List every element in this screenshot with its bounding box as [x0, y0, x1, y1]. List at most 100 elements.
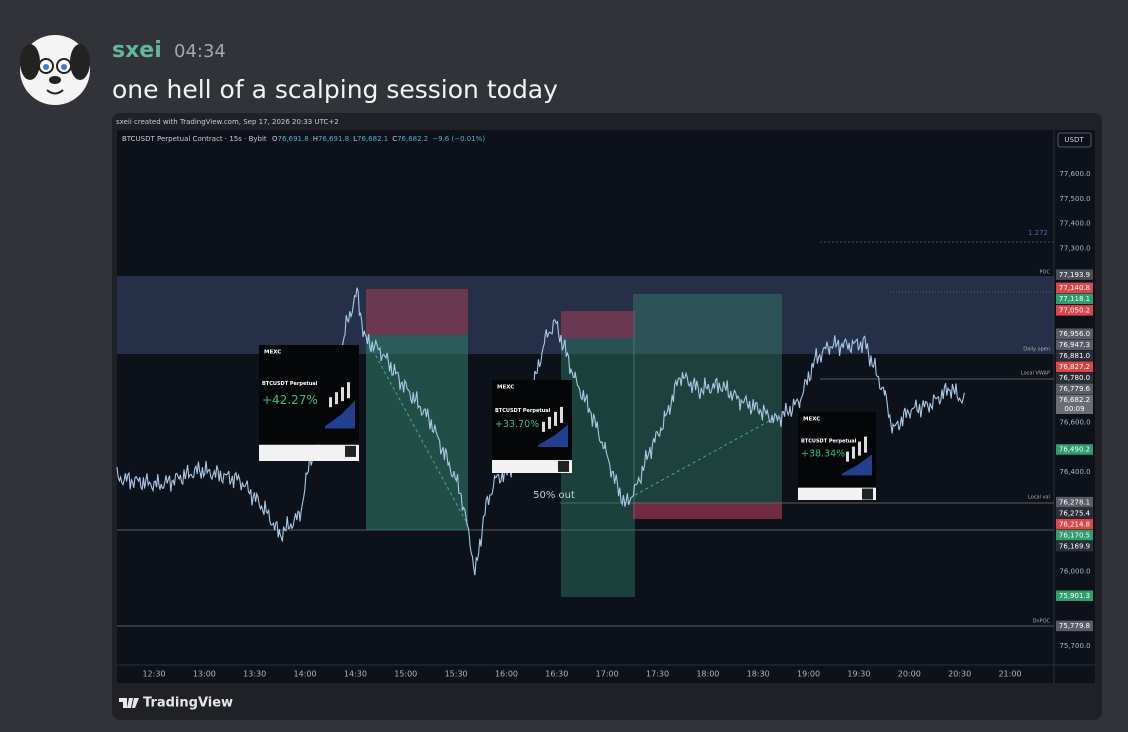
level-label: DnPOC: [1033, 619, 1051, 625]
currency-box[interactable]: [1057, 132, 1092, 148]
timestamp: 04:34: [174, 41, 226, 62]
price-tag: [1056, 590, 1093, 601]
price-tag: [1056, 361, 1093, 372]
card-trend: [538, 424, 568, 447]
y-tick-label: 76,400.0: [1059, 468, 1090, 476]
level-label: Daily open: [1023, 347, 1050, 353]
price-tag: [1056, 269, 1093, 280]
price-tag-label: 76,947.3: [1059, 341, 1090, 349]
pnl-card: MEXC BTCUSDT Perpetual +33.70%: [492, 380, 572, 473]
card-candle: [335, 392, 338, 405]
card-candle: [542, 421, 545, 432]
x-tick-label: 17:00: [596, 670, 619, 679]
price-tag-label: 77,118.1: [1059, 295, 1090, 303]
price-tag-label: 76,956.0: [1059, 330, 1090, 338]
trade-note: 50% out: [533, 490, 575, 501]
card-candle: [846, 451, 849, 462]
card-candle: [347, 382, 350, 399]
card-pnl: +38.34%: [801, 449, 845, 460]
qr: [862, 488, 873, 500]
price-tag-label: 76,779.6: [1059, 385, 1091, 393]
attribution: sxeii created with TradingView.com, Sep …: [116, 118, 339, 126]
card-pnl: +42.27%: [262, 393, 318, 407]
x-tick-label: 21:00: [998, 670, 1021, 679]
ohlc-value: 76,691.8: [318, 135, 349, 143]
price-tag-label: 76,490.2: [1059, 446, 1090, 454]
price-tag-label: 77,050.2: [1059, 307, 1090, 315]
price-tag: [1056, 518, 1093, 530]
countdown: 00:09: [1064, 405, 1084, 413]
price-tag: [1056, 328, 1093, 339]
x-tick-label: 20:30: [948, 670, 971, 679]
level-label: Local val: [1028, 495, 1050, 501]
level-label: POC: [1040, 270, 1051, 276]
currency[interactable]: USDT: [1064, 136, 1084, 144]
card-footer: [259, 444, 359, 461]
x-tick-label: 15:30: [445, 670, 468, 679]
card-exchange: MEXC: [497, 385, 514, 391]
price-tag: [1056, 540, 1093, 552]
price-tag-label: 77,193.9: [1059, 271, 1090, 279]
price-tag-label: 76,169.9: [1059, 542, 1090, 550]
ohlc-key: L: [353, 135, 357, 143]
x-tick-label: 13:30: [243, 670, 266, 679]
ohlc-value: 76,682.1: [357, 135, 388, 143]
x-tick-label: 18:00: [696, 670, 719, 679]
x-tick-label: 19:00: [797, 670, 820, 679]
price-tag: [1056, 444, 1093, 455]
x-tick-label: 18:30: [747, 670, 770, 679]
x-tick-label: 16:30: [545, 670, 568, 679]
card-exchange: MEXC: [803, 417, 820, 423]
ohlc-value: 76,691.8: [278, 135, 309, 143]
price-tag: [1056, 282, 1093, 294]
y-tick-label: 77,500.0: [1059, 195, 1090, 203]
card-exchange: MEXC: [264, 350, 281, 356]
avatar[interactable]: [20, 35, 90, 105]
price-tag: [1056, 350, 1093, 361]
price-tag: [1056, 293, 1093, 305]
qr: [345, 445, 356, 457]
card-candle: [560, 406, 563, 423]
price-tag-label: 76,827.2: [1059, 363, 1090, 371]
price-tag: [1056, 620, 1093, 632]
card-footer: [492, 459, 572, 473]
card-trend: [325, 400, 355, 429]
symbol: BTCUSDT Perpetual Contract · 15s · Bybit: [122, 135, 267, 143]
card-candle: [554, 411, 557, 426]
y-tick-label: 77,300.0: [1059, 245, 1090, 253]
price-tag: [1056, 507, 1093, 519]
price-tag: [1056, 394, 1093, 414]
ohlc: O76,691.8 H76,691.8 L76,682.1 C76,682.2 −9.6…: [272, 135, 485, 143]
card-candle: [548, 416, 551, 429]
card-candle: [852, 446, 855, 459]
price-tag-label: 76,682.2: [1059, 396, 1090, 404]
y-tick-label: 77,400.0: [1059, 220, 1090, 228]
x-tick-label: 13:00: [193, 670, 216, 679]
y-tick-label: 76,000.0: [1059, 567, 1090, 575]
x-tick-label: 14:00: [294, 670, 317, 679]
author[interactable]: sxei: [112, 38, 162, 63]
card-candle: [341, 387, 344, 402]
ohlc-value: 76,682.2: [397, 135, 428, 143]
price-tag-label: 76,170.5: [1059, 531, 1090, 539]
qr: [558, 460, 569, 472]
price-tag-label: 76,881.0: [1059, 352, 1090, 360]
card-candle: [858, 441, 861, 456]
price-tag: [1056, 496, 1093, 508]
price-tag-label: 76,214.8: [1059, 520, 1090, 528]
pnl-card: MEXC BTCUSDT Perpetual +38.34%: [798, 412, 876, 500]
price-tag: [1056, 305, 1093, 316]
x-tick-label: 20:00: [898, 670, 921, 679]
card-pair: BTCUSDT Perpetual: [801, 439, 857, 445]
ohlc-key: H: [313, 135, 318, 143]
price-tag: [1056, 372, 1093, 383]
x-tick-label: 15:00: [394, 670, 417, 679]
price-tag-label: 75,779.8: [1059, 622, 1090, 630]
price-tag: [1056, 339, 1093, 350]
price-tag-label: 76,278.1: [1059, 498, 1090, 506]
price-tag-label: 75,901.3: [1059, 592, 1090, 600]
price-tag: [1056, 383, 1093, 394]
card-candle: [329, 397, 332, 408]
card-trend: [842, 454, 872, 476]
